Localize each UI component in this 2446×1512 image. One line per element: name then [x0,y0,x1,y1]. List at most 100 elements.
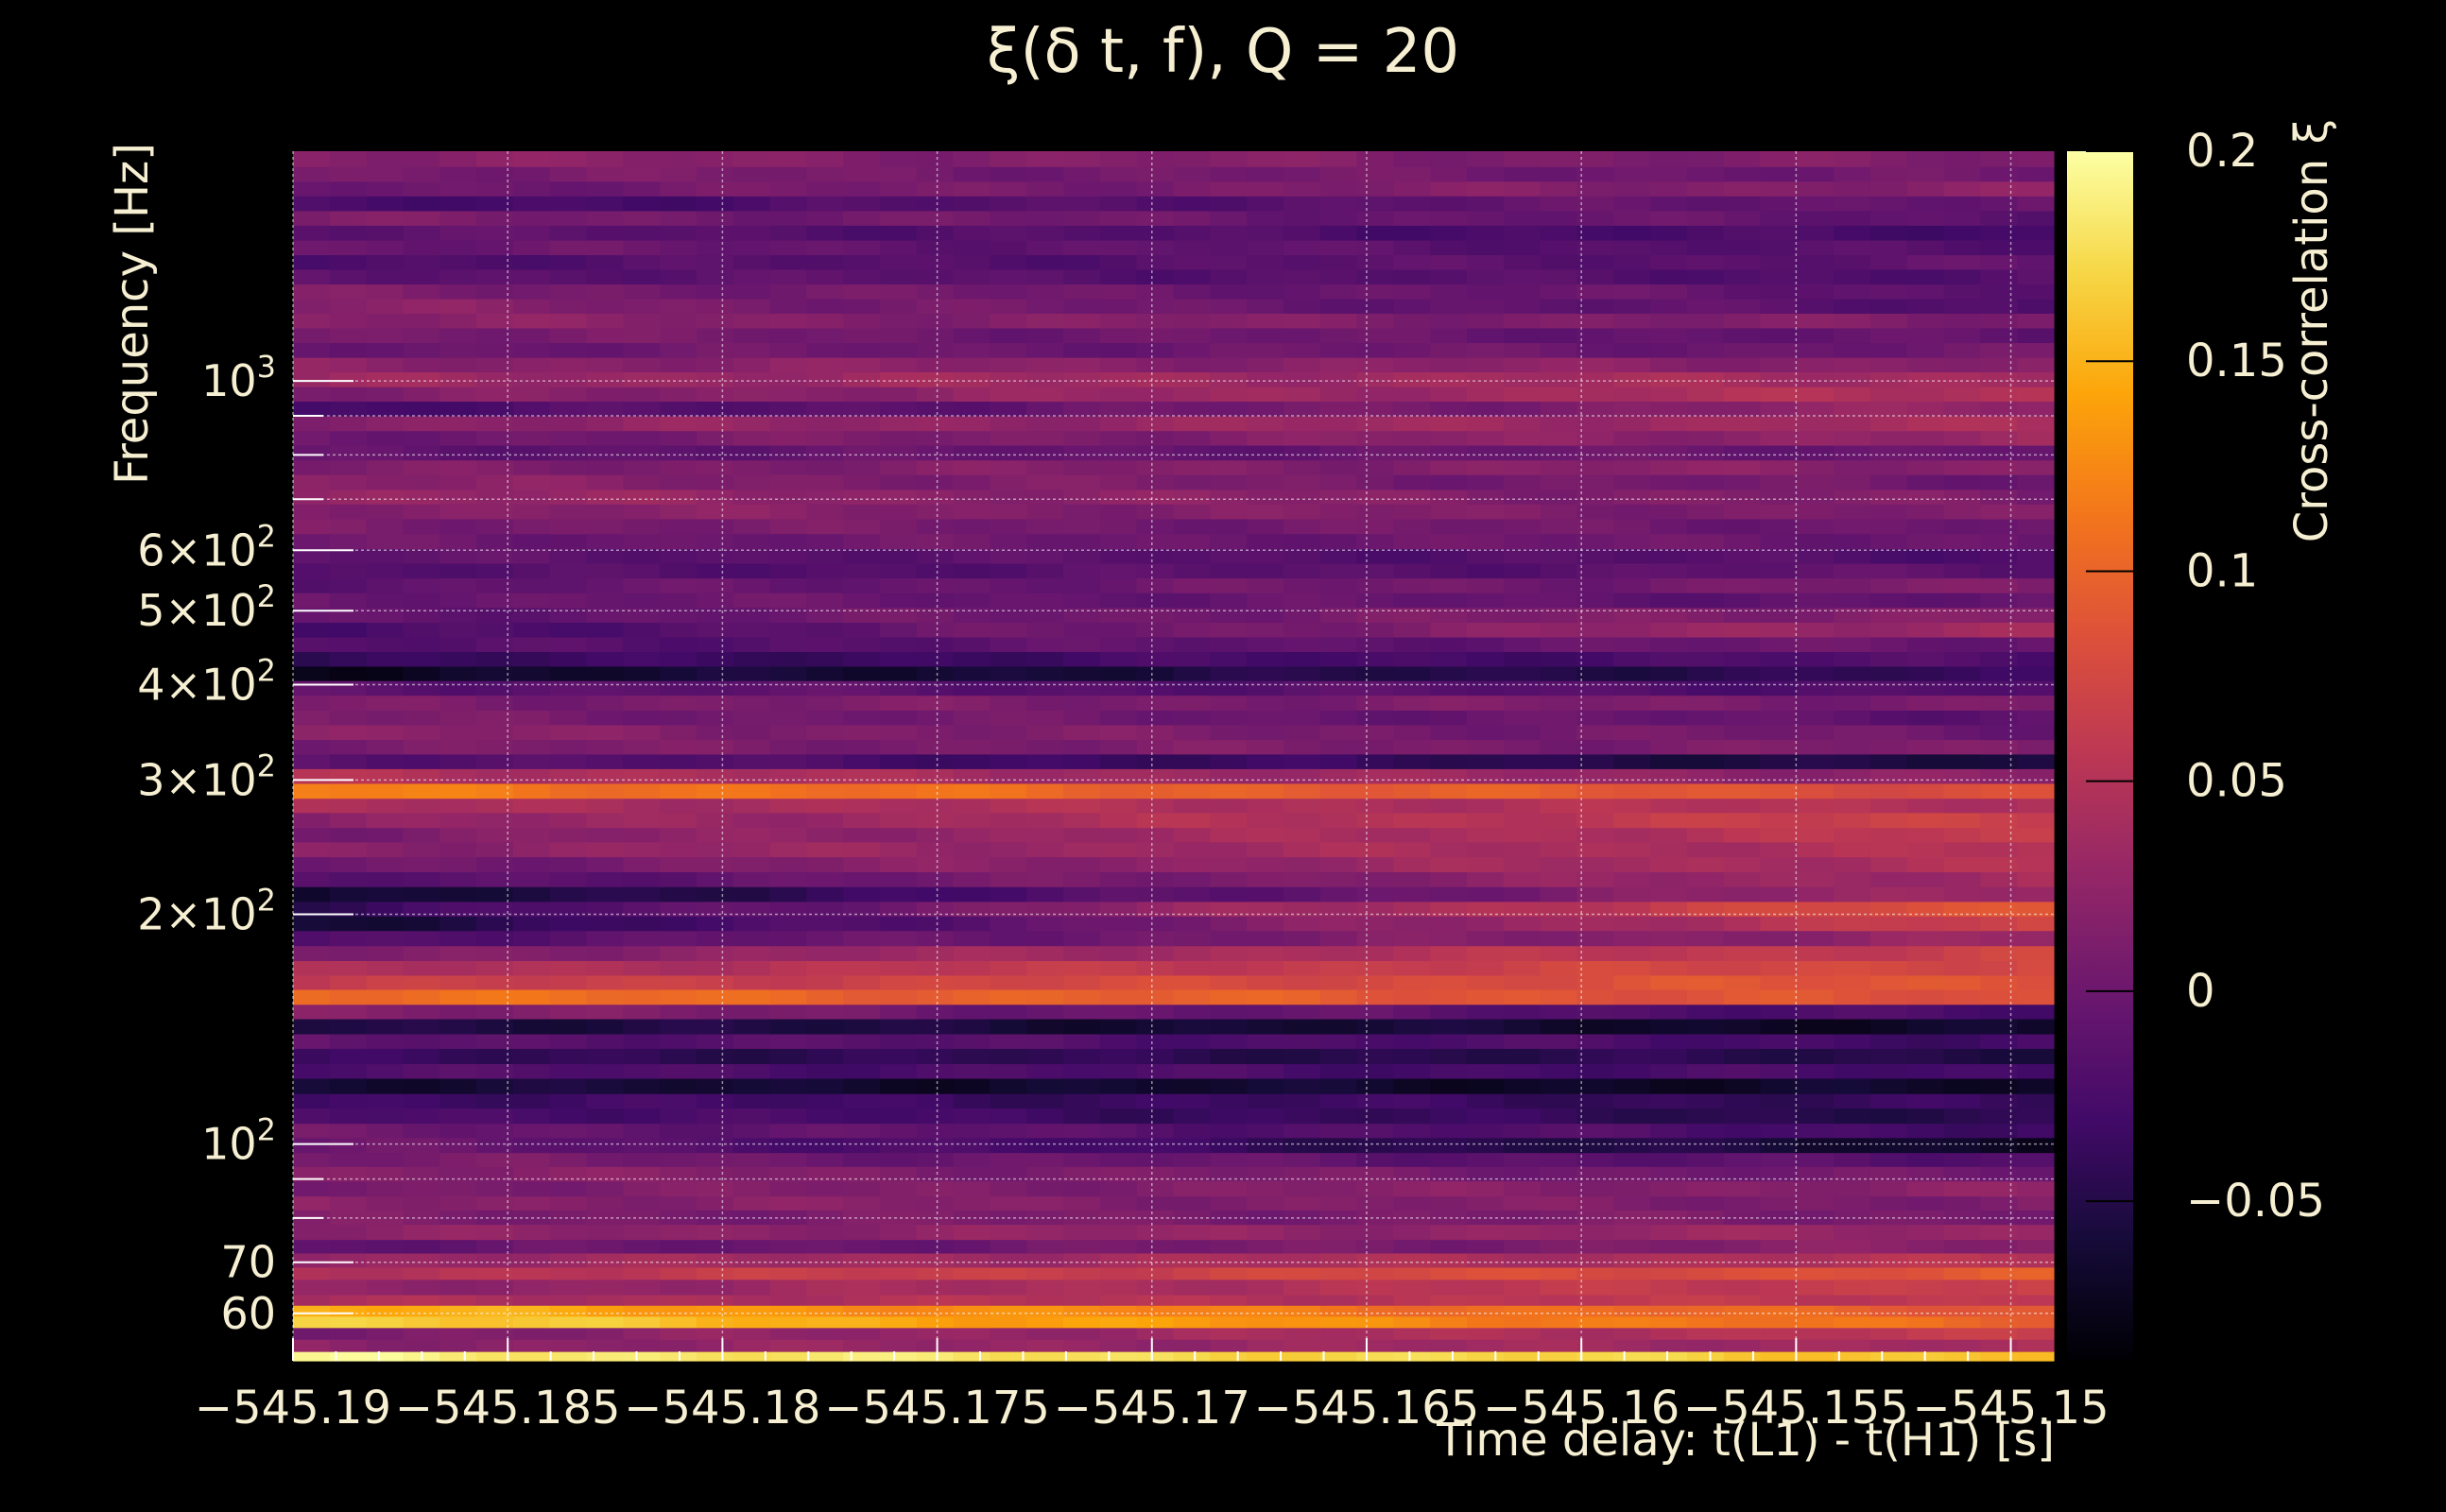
heatmap-cell [1063,695,1101,711]
heatmap-cell [549,254,588,270]
heatmap-cell [329,739,368,755]
heatmap-cell [1760,593,1798,609]
heatmap-cell [1283,798,1321,814]
heatmap-cell [916,357,955,373]
heatmap-cell [1467,1327,1505,1340]
heatmap-cell [1686,945,1725,961]
heatmap-cell [1943,1351,1981,1362]
heatmap-cell [1650,798,1688,814]
heatmap-cell [990,1266,1027,1280]
heatmap-cell [1906,636,1945,653]
heatmap-cell [439,459,477,475]
heatmap-cell [1026,1137,1064,1154]
heatmap-cell [293,562,331,579]
heatmap-cell [660,225,698,241]
heatmap-cell [1650,593,1688,609]
heatmap-cell [1063,254,1101,270]
heatmap-cell [769,974,807,990]
heatmap-cell [1613,1048,1651,1065]
heatmap-cell [1869,430,1908,446]
heatmap-cell [1943,593,1981,609]
heatmap-cell [1650,916,1688,932]
heatmap-cell [1026,1224,1064,1241]
heatmap-cell [1393,401,1431,417]
heatmap-cell [439,1327,477,1340]
heatmap-cell [1576,812,1614,829]
heatmap-cell [1026,622,1064,638]
heatmap-cell [1834,533,1871,550]
heatmap-cell [953,665,991,681]
heatmap-cell [1613,1327,1651,1340]
heatmap-cell [1576,886,1614,902]
heatmap-cell [1173,1279,1211,1296]
heatmap-cell [916,724,955,741]
heatmap-cell [916,474,955,490]
heatmap-cell [1723,1093,1762,1109]
heatmap-cell [1834,196,1871,212]
heatmap-cell [696,945,734,961]
heatmap-cell [1980,593,2018,609]
heatmap-cell [1834,607,1871,623]
heatmap-cell [1099,680,1138,696]
heatmap-cell [1099,871,1138,887]
heatmap-cell [1906,577,1945,593]
heatmap-cell [953,1137,991,1154]
heatmap-cell [732,901,771,917]
heatmap-cell [512,196,551,212]
heatmap-cell [549,210,588,226]
heatmap-cell [1026,1279,1064,1296]
heatmap-cell [1430,1004,1468,1020]
heatmap-cell [1063,1305,1101,1317]
heatmap-cell [1906,1210,1945,1226]
heatmap-cell [806,151,844,167]
heatmap-cell [1063,827,1101,843]
heatmap-cell [1356,1195,1394,1211]
heatmap-cell [1613,1279,1651,1296]
heatmap-cell [366,1252,405,1268]
heatmap-cell [1393,1239,1431,1254]
heatmap-cell [1943,196,1981,212]
heatmap-cell [1063,1108,1101,1125]
heatmap-cell [1869,518,1908,535]
heatmap-cell [1026,841,1064,858]
heatmap-cell [439,1093,477,1109]
heatmap-cell [1356,724,1394,741]
heatmap-cell [1247,1033,1284,1049]
heatmap-cell [1283,1279,1321,1296]
heatmap-cell [1356,812,1394,829]
heatmap-cell [512,225,551,241]
heatmap-cell [2017,1327,2055,1340]
heatmap-cell [1980,622,2018,638]
heatmap-cell [880,180,918,197]
heatmap-cell [1650,577,1688,593]
heatmap-cell [366,210,405,226]
heatmap-cell [1136,1351,1175,1362]
heatmap-cell [1467,1224,1505,1241]
heatmap-cell [1760,1166,1798,1182]
heatmap-cell [1906,387,1945,403]
heatmap-cell [1173,945,1211,961]
heatmap-cell [1319,533,1358,550]
heatmap-cell [916,1166,955,1182]
heatmap-cell [1356,387,1394,403]
heatmap-cell [403,210,440,226]
heatmap-cell [1356,1152,1394,1167]
heatmap-cell [1576,239,1614,256]
heatmap-cell [1173,871,1211,887]
heatmap-cell [806,1004,844,1020]
heatmap-cell [1723,1279,1762,1296]
heatmap-cell [1026,710,1064,726]
heatmap-cell [1210,313,1248,329]
heatmap-cell [732,151,771,167]
heatmap-cell [953,960,991,976]
heatmap-cell [696,753,734,769]
heatmap-cell [512,1004,551,1020]
heatmap-cell [1430,268,1468,285]
heatmap-cell [1099,1266,1138,1280]
heatmap-cell [1210,988,1248,1005]
heatmap-cell [1576,1033,1614,1049]
heatmap-cell [329,930,368,947]
heatmap-cell [1760,1315,1798,1329]
heatmap-cell [1797,504,1834,520]
heatmap-cell [1247,827,1284,843]
